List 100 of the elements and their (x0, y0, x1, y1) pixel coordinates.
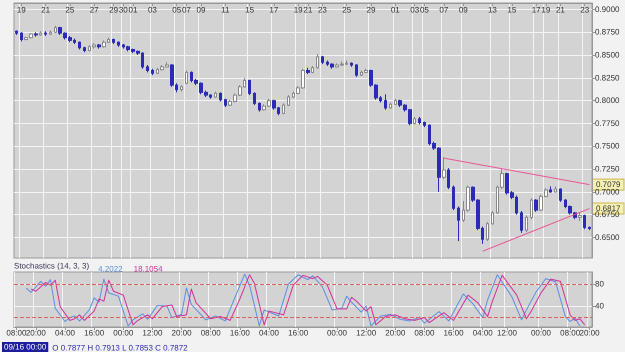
x-tick-label: 27 (90, 6, 100, 14)
x-tick-label: 29 (366, 6, 376, 14)
candlestick (418, 116, 421, 125)
x-tick-label: 16:00 (288, 328, 309, 338)
candlestick (78, 40, 81, 50)
candlestick (258, 102, 261, 112)
x-tick-label: 00:00 (326, 328, 348, 338)
y-tick-label: 0.8250 (595, 73, 620, 82)
x-tick-label: 20:00 (580, 328, 600, 338)
candlestick (330, 62, 334, 70)
x-tick-label: 13 (488, 6, 498, 14)
x-tick-label: 09 (196, 6, 206, 14)
x-tick-label: 30 (118, 6, 128, 14)
y-tick-label: 0.8500 (595, 50, 620, 60)
x-tick-label: 05 (172, 6, 182, 14)
x-tick-label: 12:00 (142, 328, 163, 338)
x-tick-label: 17 (532, 6, 542, 14)
x-tick-label: 08:00 (560, 328, 581, 338)
x-tick-label: 03 (410, 6, 420, 14)
x-tick-label: 25 (65, 6, 75, 14)
candlestick (588, 226, 591, 231)
candlestick (102, 40, 106, 48)
candlestick (146, 64, 149, 73)
chart-title: Stochastics (14, 3, 3) (14, 262, 90, 270)
x-tick-label: 07 (439, 6, 449, 14)
candlestick (423, 121, 426, 128)
candlestick (311, 65, 314, 74)
x-tick-label: 00:00 (113, 328, 134, 338)
x-tick-label: 09 (458, 6, 468, 14)
x-tick-label: 03 (148, 6, 158, 14)
x-tick-label: 16:00 (84, 328, 105, 338)
x-tick-label: 29 (109, 6, 119, 14)
candlestick (350, 62, 353, 68)
y-tick-label: 40 (595, 302, 604, 311)
y-tick-label: 0.8750 (595, 28, 620, 37)
x-tick-label: 08:00 (6, 328, 27, 338)
x-tick-label: 00:00 (530, 328, 552, 338)
y-tick-label: 80 (595, 280, 604, 289)
candlestick (583, 214, 586, 230)
candlestick (559, 188, 562, 202)
x-tick-label: 20:00 (385, 328, 406, 338)
text: 18.1054 (134, 264, 164, 274)
candlestick (248, 79, 251, 96)
candlestick (457, 206, 460, 242)
candlestick (117, 40, 120, 48)
x-tick-label: 19 (541, 6, 551, 14)
x-tick-label: 19 (16, 6, 26, 14)
candlestick (520, 210, 523, 234)
y-tick-label: 0.7250 (595, 164, 620, 174)
x-tick-label: 23 (580, 6, 590, 14)
candlestick (452, 184, 455, 211)
candlestick (282, 102, 285, 115)
candlestick (253, 92, 256, 106)
candlestick (534, 198, 538, 212)
x-tick-label: 04:00 (472, 328, 494, 338)
x-tick-label: 19 (294, 6, 304, 14)
x-tick-label: 17 (269, 6, 279, 14)
x-tick-label: 07 (182, 6, 192, 14)
candlestick (321, 55, 324, 65)
candlestick (151, 68, 154, 76)
candlestick (34, 32, 38, 38)
candlestick (97, 44, 101, 50)
x-tick-label: 21 (303, 6, 313, 14)
candlestick (224, 98, 227, 108)
y-tick-label: 0.7750 (595, 118, 620, 128)
y-tick-label: 0.9000 (595, 4, 620, 14)
x-tick-label: 16:00 (444, 328, 464, 338)
text: O 0.7877 H 0.7913 L 0.7853 C 0.7872 (52, 344, 188, 352)
x-tick-label: 01 (128, 6, 138, 14)
candlestick (355, 64, 358, 78)
x-tick-label: 16:00 (230, 328, 250, 338)
candlestick (44, 30, 47, 36)
candlestick (219, 92, 222, 102)
x-tick-label: 04:00 (258, 328, 280, 338)
x-tick-label: 11 (221, 6, 230, 14)
x-tick-label: 20:00 (172, 328, 192, 338)
candlestick (15, 30, 18, 36)
x-tick-label: 04:00 (54, 328, 76, 338)
x-tick-label: 12:00 (356, 328, 377, 338)
y-tick-label: 0.6500 (595, 232, 620, 242)
y-tick-label: 0.7500 (595, 142, 620, 151)
x-tick-label: 15 (507, 6, 517, 14)
candlestick (20, 32, 23, 42)
candlestick (549, 186, 552, 194)
candlestick (214, 90, 217, 98)
x-tick-label: 08:00 (200, 328, 222, 338)
candlestick (306, 67, 310, 75)
x-tick-label: 05 (420, 6, 430, 14)
series-label: 4.2022 (98, 264, 124, 274)
x-tick-label: 20:00 (26, 328, 46, 338)
x-tick-label: 08:00 (414, 328, 435, 338)
candlestick (447, 168, 450, 190)
candlestick (112, 38, 115, 45)
candlestick (384, 94, 387, 110)
x-tick-label: 25 (342, 6, 352, 14)
x-tick-label: 12:00 (496, 328, 518, 338)
x-tick-label: 15 (245, 6, 255, 14)
x-tick-label: 23 (318, 6, 328, 14)
candlestick (83, 46, 86, 53)
x-tick-label: 01 (390, 6, 400, 14)
